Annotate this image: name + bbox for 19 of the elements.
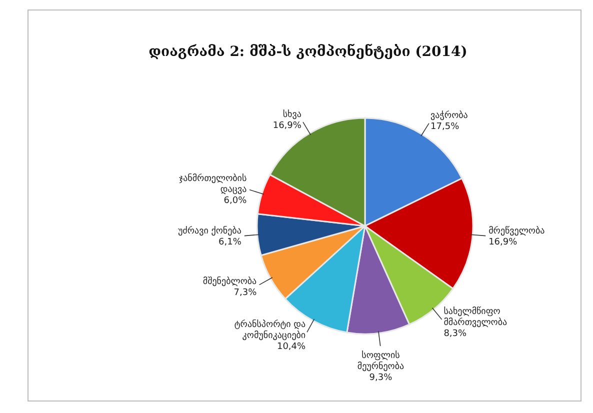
slice-label: მშენებლობა: [202, 276, 258, 287]
data-label: 6,0%: [224, 196, 248, 206]
slice-label: ვაჭრობა: [430, 110, 468, 122]
slice-label: უძრავი ქონება: [178, 226, 242, 237]
slice-label: ტრანსპორტი და კომუნიკაციები: [234, 318, 306, 341]
data-label: 17,5%: [430, 122, 460, 132]
slice-label: სახელმწიფო მმართველობა: [444, 306, 508, 328]
data-label: 8,3%: [444, 328, 468, 339]
data-label: 16,9%: [272, 121, 302, 132]
chart-title: დიაგრამა 2: მშპ-ს კომპონენტები (2014): [148, 43, 468, 60]
data-label: 10,4%: [276, 342, 306, 352]
slice-label: მრეწველობა: [488, 226, 546, 237]
slice-label: ჯანმრთელობის დაცვა: [178, 172, 248, 195]
slice-label: სოფლის მეურნეობა: [357, 350, 405, 372]
data-label: 7,3%: [234, 288, 258, 298]
data-label: 16,9%: [488, 238, 518, 248]
data-label: 9,3%: [369, 373, 393, 384]
data-label: 6,1%: [218, 238, 242, 248]
slice-label: სხვა: [282, 109, 302, 120]
